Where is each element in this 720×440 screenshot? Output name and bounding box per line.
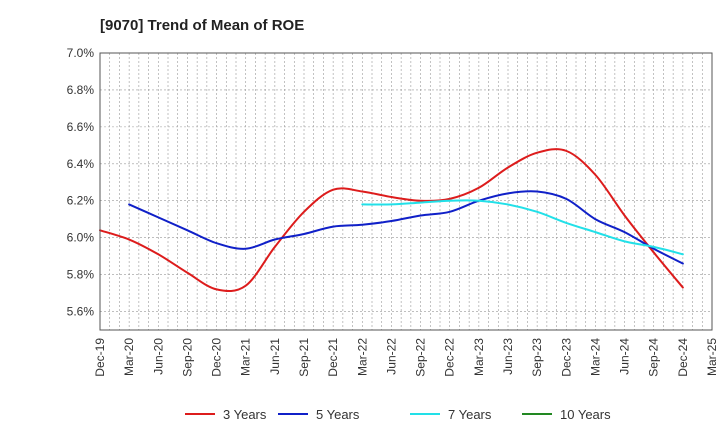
x-tick-label: Jun-21 [268,338,282,375]
y-tick-label: 5.8% [67,268,95,282]
x-tick-label: Mar-25 [705,338,719,376]
x-tick-label: Jun-24 [618,338,632,375]
legend-label: 5 Years [316,407,360,422]
y-tick-label: 6.8% [67,83,95,97]
x-tick-label: Mar-24 [588,338,602,376]
grid [99,52,713,330]
x-tick-label: Dec-22 [443,338,457,377]
series-line-5-years [128,190,684,265]
series-line-3-years [99,148,684,293]
legend-item-5-years: 5 Years [278,407,360,422]
x-tick-label: Sep-20 [180,338,194,377]
legend-label: 3 Years [223,407,267,422]
legend-label: 10 Years [560,407,611,422]
y-tick-label: 6.0% [67,231,95,245]
legend: 3 Years 5 Years 7 Years 10 Years [185,407,611,422]
legend-item-10-years: 10 Years [522,407,611,422]
x-tick-label: Mar-20 [122,338,136,376]
y-axis-ticks: 5.6% 5.8% 6.0% 6.2% 6.4% 6.6% 6.8% 7.0% [67,46,95,319]
series-lines [99,148,684,293]
x-tick-label: Dec-19 [93,338,107,377]
y-tick-label: 6.2% [67,194,95,208]
y-tick-label: 6.4% [67,157,95,171]
x-tick-label: Mar-21 [239,338,253,376]
y-tick-label: 5.6% [67,305,95,319]
legend-item-3-years: 3 Years [185,407,267,422]
x-tick-label: Jun-20 [151,338,165,375]
legend-label: 7 Years [448,407,492,422]
x-axis-ticks: Dec-19 Mar-20 Jun-20 Sep-20 Dec-20 Mar-21 Jun-… [93,338,719,377]
plot-frame [99,52,713,331]
chart-title: [9070] Trend of Mean of ROE [100,17,304,34]
x-tick-label: Dec-20 [210,338,224,377]
x-tick-label: Sep-21 [297,338,311,377]
x-tick-label: Mar-23 [472,338,486,376]
x-tick-label: Dec-24 [676,338,690,377]
legend-item-7-years: 7 Years [410,407,492,422]
y-tick-label: 6.6% [67,120,95,134]
series-line-7-years [361,199,684,256]
x-tick-label: Mar-22 [355,338,369,376]
x-tick-label: Sep-24 [647,338,661,377]
x-tick-label: Jun-22 [384,338,398,375]
x-tick-label: Jun-23 [501,338,515,375]
x-tick-label: Sep-22 [414,338,428,377]
x-tick-label: Sep-23 [530,338,544,377]
y-tick-label: 7.0% [67,46,95,60]
x-tick-label: Dec-21 [326,338,340,377]
x-tick-label: Dec-23 [559,338,573,377]
